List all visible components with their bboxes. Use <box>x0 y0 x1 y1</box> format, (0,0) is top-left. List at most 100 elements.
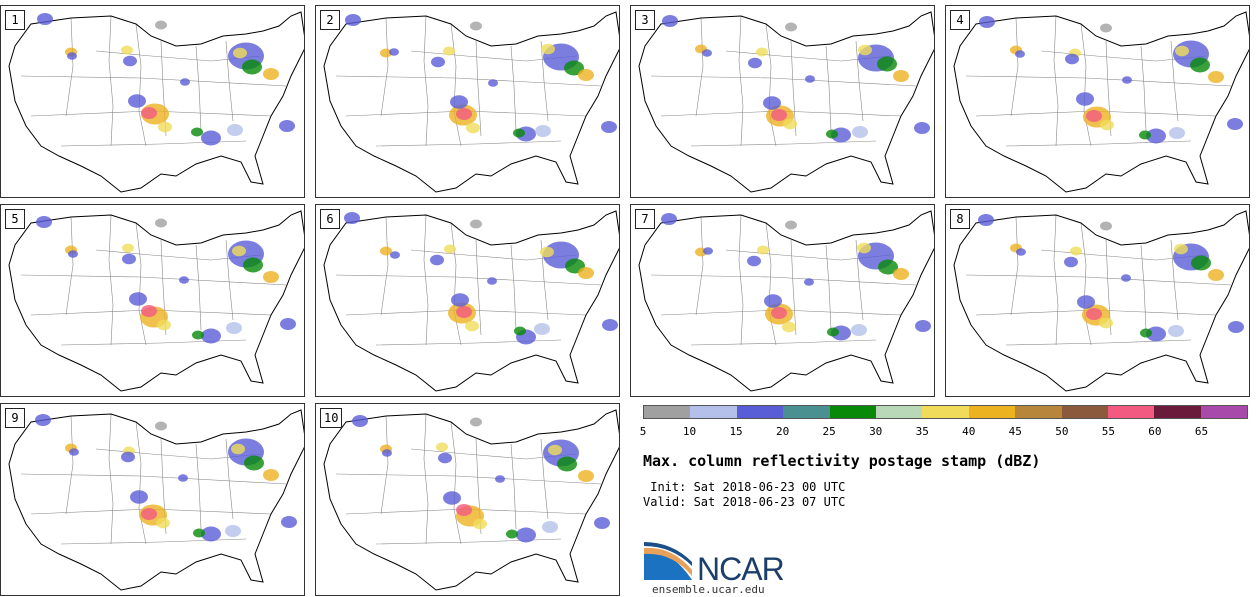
state-border <box>475 239 482 336</box>
state-border <box>65 415 74 515</box>
reflectivity-cell <box>506 529 518 539</box>
conus-map <box>638 11 934 193</box>
reflectivity-cell <box>201 130 221 146</box>
map-panel-7: 7 <box>630 204 935 397</box>
reflectivity-cell <box>473 518 487 530</box>
map-panel-2: 2 <box>315 5 620 198</box>
state-border <box>108 214 114 346</box>
state-border <box>20 75 287 87</box>
reflectivity-cell <box>783 118 797 130</box>
colorbar-segment <box>1061 406 1108 418</box>
reflectivity-cell <box>858 44 872 56</box>
reflectivity-cell <box>178 474 188 482</box>
reflectivity-cell <box>1100 119 1114 131</box>
map-panel-4: 4 <box>945 5 1250 198</box>
reflectivity-cell <box>534 323 550 335</box>
reflectivity-cell <box>805 75 815 83</box>
coastline <box>638 210 934 392</box>
coastline <box>8 11 304 193</box>
reflectivity-cell <box>37 13 53 25</box>
colorbar-tick-label: 15 <box>729 425 743 438</box>
reflectivity-cell <box>263 68 279 80</box>
state-border <box>650 274 917 286</box>
reflectivity-cell <box>877 56 897 72</box>
reflectivity-cell <box>785 22 797 32</box>
state-border <box>135 421 147 545</box>
reflectivity-cell <box>756 47 768 57</box>
reflectivity-cell <box>130 490 148 504</box>
state-border <box>65 216 74 316</box>
reflectivity-cell <box>201 328 221 344</box>
reflectivity-cell <box>1070 246 1082 256</box>
state-border <box>450 222 462 346</box>
reflectivity-cell <box>1140 328 1152 338</box>
conus-map <box>953 11 1249 193</box>
conus-map <box>323 409 619 591</box>
reflectivity-cell <box>1191 255 1211 271</box>
reflectivity-cell <box>1169 127 1185 139</box>
reflectivity-cell <box>232 245 246 257</box>
reflectivity-cell <box>242 59 262 75</box>
state-border <box>65 17 74 117</box>
reflectivity-cell <box>578 69 594 81</box>
state-border <box>650 75 917 87</box>
state-border <box>695 17 704 117</box>
reflectivity-cell <box>179 276 189 284</box>
reflectivity-cell <box>122 243 134 253</box>
reflectivity-cell <box>443 46 455 56</box>
coastline <box>8 409 304 591</box>
colorbar-segment <box>1015 406 1062 418</box>
state-border <box>540 438 549 520</box>
reflectivity-cell <box>67 52 77 60</box>
reflectivity-cell <box>1208 71 1224 83</box>
colorbar-tick-label: 45 <box>1008 425 1022 438</box>
coastline <box>8 210 304 392</box>
reflectivity-cell <box>513 128 525 138</box>
state-border <box>1105 239 1112 336</box>
reflectivity-cell <box>857 242 871 254</box>
state-border <box>475 40 482 137</box>
reflectivity-cell <box>389 48 399 56</box>
reflectivity-cell <box>914 122 930 134</box>
reflectivity-cell <box>578 267 594 279</box>
state-border <box>1170 40 1179 122</box>
reflectivity-cell <box>1146 128 1166 144</box>
state-border <box>195 45 202 132</box>
map-panel-3: 3 <box>630 5 935 198</box>
reflectivity-cell <box>122 253 136 265</box>
state-border <box>375 140 562 147</box>
reflectivity-cell <box>157 319 171 331</box>
colorbar-segment <box>829 406 876 418</box>
map-panel-8: 8 <box>945 204 1250 397</box>
colorbar-segment <box>1154 406 1201 418</box>
coastline <box>323 409 619 591</box>
reflectivity-cell <box>470 21 482 31</box>
reflectivity-cell <box>782 321 796 333</box>
reflectivity-cell <box>771 109 787 121</box>
state-border <box>790 239 797 336</box>
reflectivity-cell <box>1190 57 1210 73</box>
reflectivity-cell <box>438 452 452 464</box>
state-border <box>335 75 602 87</box>
reflectivity-cell <box>542 521 558 533</box>
reflectivity-cell <box>227 124 243 136</box>
reflectivity-cell <box>1099 317 1113 329</box>
reflectivity-cell <box>456 108 472 120</box>
colorbar-segment <box>783 406 830 418</box>
reflectivity-cell <box>804 278 814 286</box>
state-border <box>738 15 744 147</box>
colorbar-tick-label: 50 <box>1055 425 1069 438</box>
state-border <box>510 45 517 132</box>
state-border <box>1080 222 1092 346</box>
state-border <box>1053 15 1059 147</box>
reflectivity-cell <box>470 219 482 229</box>
reflectivity-cell <box>540 246 554 258</box>
reflectivity-cell <box>465 320 479 332</box>
colorbar-segment <box>644 406 691 418</box>
reflectivity-cell <box>180 78 190 86</box>
state-border <box>1140 45 1147 132</box>
reflectivity-cell <box>1016 248 1026 256</box>
state-border <box>380 216 389 316</box>
reflectivity-cell <box>487 277 497 285</box>
reflectivity-cell <box>548 444 562 456</box>
